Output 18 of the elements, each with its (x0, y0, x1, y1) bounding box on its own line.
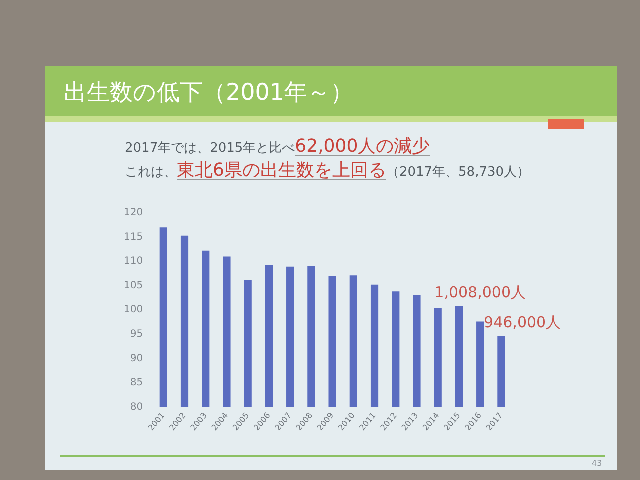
y-tick-label: 80 (130, 402, 144, 413)
text: 62,000人の減少 (295, 136, 430, 157)
y-tick-label: 90 (130, 353, 144, 364)
text: （2017年、58,730人） (386, 165, 530, 180)
chart-title: 出生数の低下（2001年～） (64, 79, 354, 107)
y-tick-label: 105 (124, 280, 144, 292)
text: これは、 (125, 165, 177, 180)
y-tick-label: 120 (124, 208, 144, 219)
y-tick-label: 110 (124, 256, 144, 268)
y-tick-label: 115 (124, 232, 144, 243)
text: 2017年では、2015年と比べ (125, 141, 296, 156)
annotation: 1,008,000人 (434, 284, 526, 302)
y-tick-label: 95 (130, 328, 144, 340)
y-tick-label: 100 (124, 304, 144, 316)
y-tick-label: 85 (130, 378, 144, 389)
text: 43 (592, 459, 602, 469)
annotation: 946,000人 (484, 314, 562, 332)
text: 東北6県の出生数を上回る (177, 160, 386, 181)
